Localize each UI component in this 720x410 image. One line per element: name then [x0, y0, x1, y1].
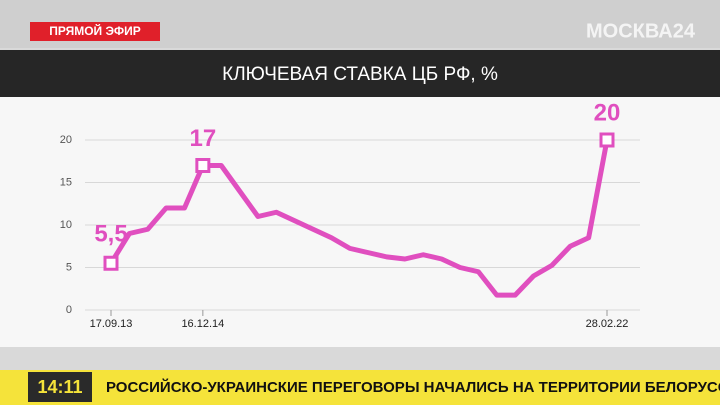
y-tick-label: 15	[60, 176, 72, 188]
point-marker	[195, 158, 211, 173]
data-label: 20	[594, 99, 621, 126]
data-line	[108, 139, 610, 298]
x-tick-label: 16.12.14	[181, 318, 224, 330]
clock-bg	[28, 372, 92, 402]
live-badge-bg	[30, 22, 160, 41]
y-tick-label: 20	[60, 134, 72, 146]
channel-logo: МОСКВА24	[586, 20, 696, 42]
data-label: 17	[190, 125, 217, 152]
ticker-headline: РОССИЙСКО-УКРАИНСКИЕ ПЕРЕГОВОРЫ НАЧАЛИСЬ…	[106, 378, 720, 396]
ticker-bar	[0, 370, 720, 405]
plot: 0 5 10 15 20 17.09.13 16.12.14 28.02.22 5,5 17 20	[60, 99, 640, 330]
x-tick-label: 28.02.22	[586, 318, 629, 330]
point-marker	[599, 132, 615, 148]
data-label: 5,5	[94, 221, 127, 248]
title-band	[0, 50, 720, 97]
y-tick-label: 10	[60, 219, 72, 231]
x-tick-label: 17.09.13	[90, 318, 133, 330]
clock: 14:11	[37, 377, 82, 397]
chart-title: КЛЮЧЕВАЯ СТАВКА ЦБ РФ, %	[222, 64, 498, 85]
y-tick-label: 5	[66, 261, 72, 273]
y-tick-label: 0	[66, 304, 72, 316]
live-badge: ПРЯМОЙ ЭФИР	[49, 23, 141, 38]
point-marker	[103, 255, 119, 271]
